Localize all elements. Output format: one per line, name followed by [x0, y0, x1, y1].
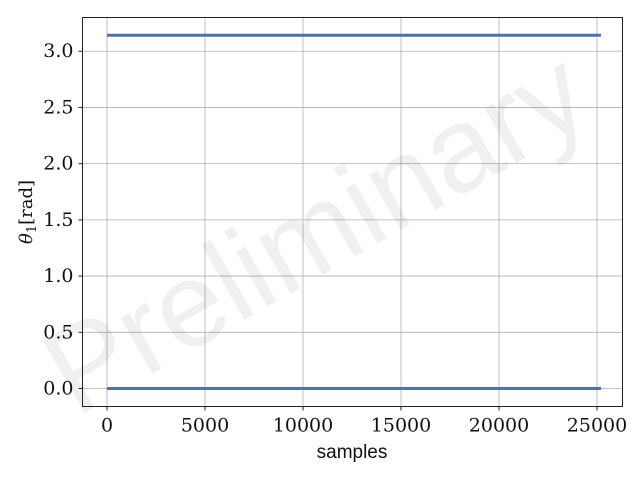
- y-axis-label-symbol: θ: [16, 233, 37, 244]
- y-axis-label: θ1[rad]: [16, 180, 40, 244]
- y-tick-label: 2.5: [43, 96, 73, 118]
- y-axis-label-unit: [rad]: [16, 180, 37, 225]
- x-tick-label: 10000: [273, 415, 333, 437]
- y-tick-label: 0.5: [43, 321, 73, 343]
- x-tick-label: 25000: [567, 415, 627, 437]
- x-tick-label: 5000: [181, 415, 229, 437]
- y-axis-label-subscript: 1: [25, 225, 40, 233]
- grid: [82, 17, 623, 407]
- plot-frame: [82, 17, 623, 407]
- y-tick-label: 1.5: [43, 209, 73, 231]
- x-tick-label: 20000: [469, 415, 529, 437]
- series-layer: [107, 33, 601, 391]
- y-tick-label: 0.0: [43, 378, 73, 400]
- x-tick-label: 0: [101, 415, 113, 437]
- y-tick-label: 3.0: [43, 40, 73, 62]
- ticks: [78, 50, 598, 411]
- watermark: Preliminary: [22, 24, 609, 440]
- tick-labels: 0 5000 10000 15000 20000 25000 0.0 0.5 1.0 1.5 2.0…: [43, 40, 627, 436]
- x-axis-label: samples: [317, 442, 388, 463]
- x-tick-label: 15000: [371, 415, 431, 437]
- y-tick-label: 1.0: [43, 265, 73, 287]
- y-tick-label: 2.0: [43, 153, 73, 175]
